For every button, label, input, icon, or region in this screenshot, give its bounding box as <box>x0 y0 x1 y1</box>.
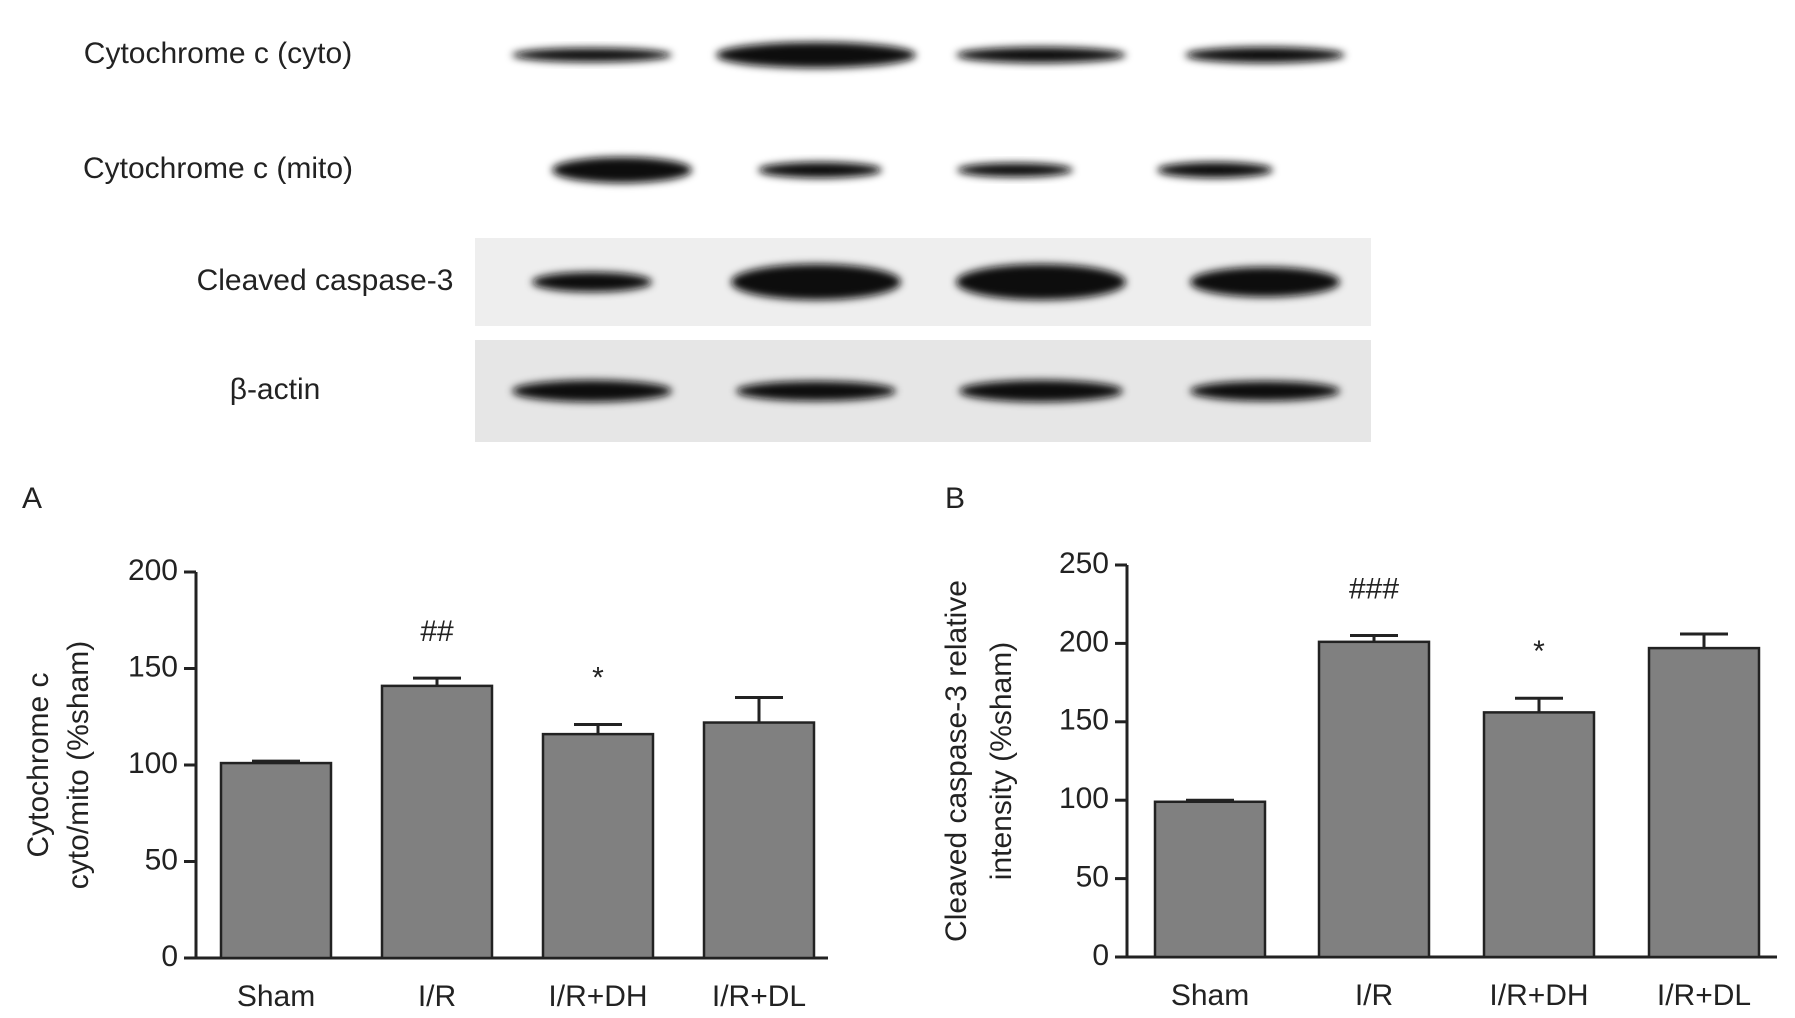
error-bar <box>1680 632 1728 649</box>
x-tick-label: Sham <box>1171 979 1249 1012</box>
x-tick-label: I/R+DL <box>712 980 806 1013</box>
y-tick-label: 100 <box>128 747 178 780</box>
blot-band <box>552 157 692 183</box>
y-tick-label: 150 <box>128 650 178 683</box>
blot-row-label: Cytochrome c (cyto) <box>84 37 352 70</box>
blot-band <box>959 380 1123 402</box>
x-tick-label: I/R <box>418 980 456 1013</box>
y-axis-label: Cleaved caspase-3 relative <box>940 580 973 942</box>
blot-band <box>532 272 652 292</box>
blot-band <box>1185 47 1345 63</box>
blot-band <box>1190 381 1340 401</box>
blot-band <box>716 42 916 68</box>
y-tick-label: 150 <box>1059 704 1109 737</box>
x-tick-label: I/R+DH <box>1489 979 1588 1012</box>
bar <box>1317 640 1431 959</box>
y-tick-label: 50 <box>1076 861 1109 894</box>
panel-label: B <box>945 482 965 515</box>
blot-band <box>736 381 896 401</box>
error-bar <box>1515 696 1563 713</box>
y-axis-label: cyto/mito (%sham) <box>62 641 95 889</box>
error-bar <box>735 695 783 723</box>
y-axis-label: Cytochrome c <box>22 672 55 857</box>
significance-label: ## <box>420 615 454 648</box>
blot-band <box>957 163 1073 177</box>
error-bar <box>574 722 622 735</box>
error-bar <box>252 759 300 764</box>
y-tick-label: 200 <box>1059 625 1109 658</box>
y-tick-label: 250 <box>1059 547 1109 580</box>
error-bar <box>1350 634 1398 642</box>
error-bar <box>413 676 461 686</box>
blot-band <box>731 264 901 300</box>
blot-band <box>512 48 672 62</box>
bar <box>1482 711 1596 959</box>
y-axis-label: intensity (%sham) <box>985 642 1018 880</box>
blot-row-label: β-actin <box>230 373 321 406</box>
blot-band <box>1157 162 1273 178</box>
x-tick-label: Sham <box>237 980 315 1013</box>
blot-band <box>758 162 882 178</box>
x-tick-label: I/R <box>1355 979 1393 1012</box>
panel-label: A <box>22 482 42 515</box>
bar <box>380 684 494 960</box>
bar <box>1647 646 1761 959</box>
y-tick-label: 200 <box>128 554 178 587</box>
bar <box>702 721 816 960</box>
bar <box>541 732 655 960</box>
western-blot <box>475 42 1371 442</box>
blot-row-label: Cleaved caspase-3 <box>197 264 454 297</box>
y-tick-label: 0 <box>1092 939 1109 972</box>
x-tick-label: I/R+DL <box>1657 979 1751 1012</box>
y-tick-label: 100 <box>1059 782 1109 815</box>
bar <box>219 761 333 960</box>
blot-band <box>1190 267 1340 297</box>
bar <box>1153 800 1267 959</box>
significance-label: * <box>1533 635 1545 668</box>
significance-label: ### <box>1349 572 1399 605</box>
blot-band <box>512 380 672 402</box>
error-bar <box>1186 798 1234 802</box>
blot-band <box>956 264 1126 300</box>
blot-row-label: Cytochrome c (mito) <box>83 152 353 185</box>
x-tick-label: I/R+DH <box>548 980 647 1013</box>
y-tick-label: 50 <box>145 843 178 876</box>
y-tick-label: 0 <box>161 940 178 973</box>
significance-label: * <box>592 661 604 694</box>
blot-band <box>956 47 1126 63</box>
